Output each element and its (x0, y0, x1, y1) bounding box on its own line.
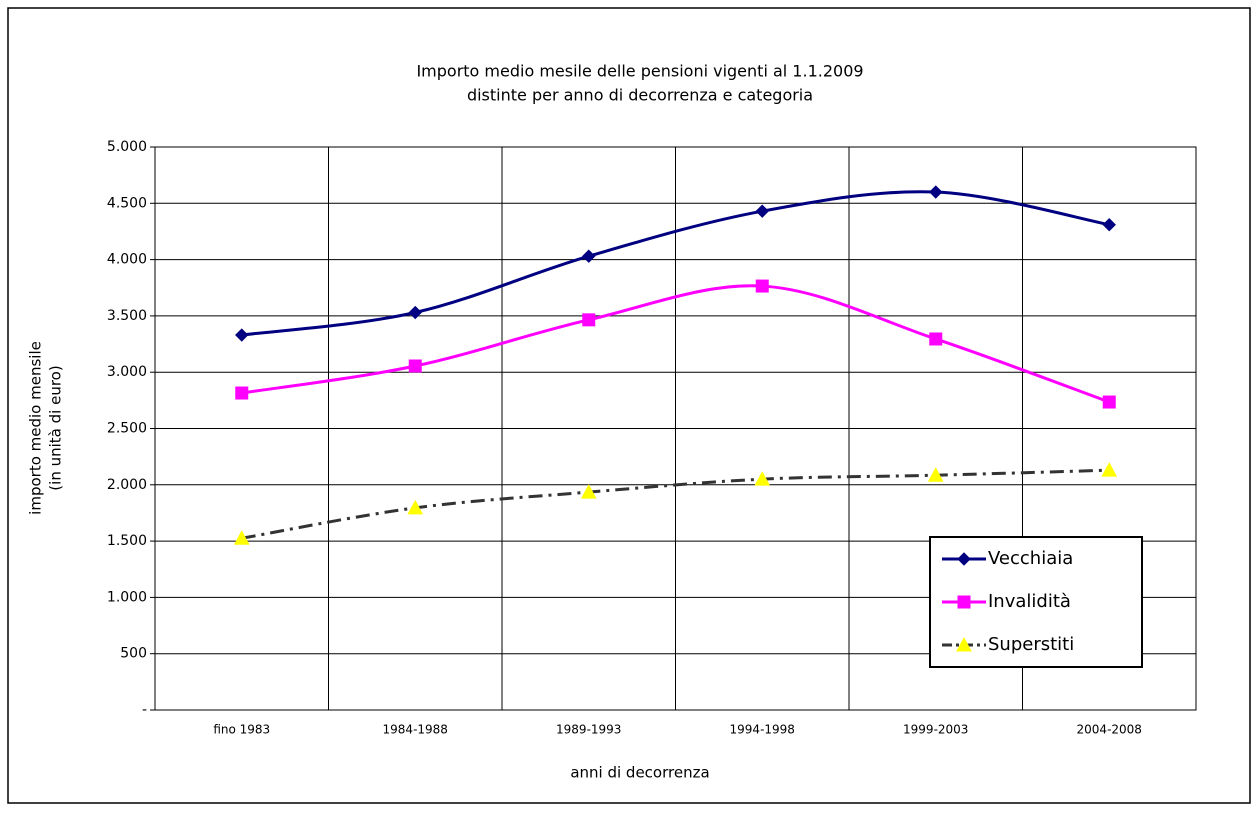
marker-diamond (1102, 217, 1116, 232)
y-tick-label: 2.000 (107, 477, 147, 493)
legend-label: Invalidità (988, 591, 1071, 612)
marker-triangle (956, 636, 972, 652)
y-tick-label: 1.000 (107, 589, 147, 605)
x-tick-label: 1994-1998 (730, 723, 795, 737)
marker-triangle (407, 499, 424, 515)
marker-square (1102, 395, 1116, 409)
marker-square (755, 279, 769, 293)
y-tick-label: 2.500 (107, 421, 147, 437)
y-tick-label: 3.500 (107, 308, 147, 324)
marker-triangle (927, 467, 944, 482)
marker-square (957, 595, 971, 609)
marker-square (929, 332, 943, 346)
marker-diamond (582, 249, 596, 263)
y-tick-label: 500 (120, 646, 147, 662)
marker-diamond (929, 185, 943, 199)
legend-label: Superstiti (988, 634, 1074, 655)
y-tick-label: 1.500 (107, 533, 147, 549)
y-tick-label: 4.000 (107, 252, 147, 268)
chart-title: Importo medio mesile delle pensioni vige… (416, 62, 863, 81)
x-axis-label: anni di decorrenza (570, 764, 709, 782)
marker-square (235, 386, 249, 400)
x-tick-label: 1999-2003 (903, 723, 968, 737)
y-axis-label: (in unità di euro) (47, 365, 65, 490)
y-tick-label: 5.000 (107, 139, 147, 155)
marker-diamond (957, 552, 971, 566)
marker-diamond (235, 328, 249, 342)
series-line (241, 284, 1110, 404)
y-tick-label: - (142, 702, 147, 718)
marker-triangle (580, 484, 597, 499)
x-tick-label: 1989-1993 (556, 723, 621, 737)
marker-triangle (233, 530, 250, 545)
series-line (241, 190, 1110, 337)
x-tick-label: 2004-2008 (1077, 723, 1142, 737)
y-axis-label: importo medio mensile (27, 341, 45, 515)
legend-label: Vecchiaia (988, 548, 1073, 569)
marker-square (408, 359, 422, 373)
marker-diamond (408, 305, 422, 320)
y-tick-label: 3.000 (107, 364, 147, 380)
chart-subtitle: distinte per anno di decorrenza e catego… (467, 86, 813, 105)
x-tick-label: fino 1983 (213, 723, 270, 737)
x-tick-label: 1984-1988 (383, 723, 448, 737)
series-line (241, 468, 1110, 540)
marker-triangle (754, 471, 771, 486)
marker-square (582, 313, 596, 327)
marker-diamond (755, 204, 769, 218)
y-tick-label: 4.500 (107, 195, 147, 211)
marker-triangle (1101, 462, 1118, 477)
